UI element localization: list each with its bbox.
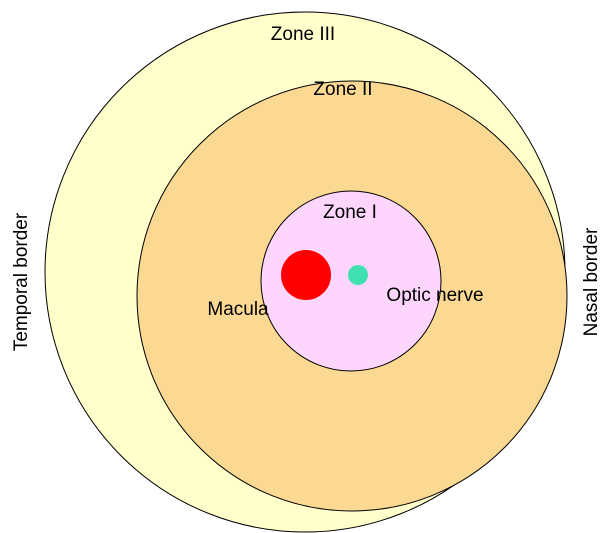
- landmark-label: Macula: [207, 299, 269, 320]
- zone-label: Zone III: [271, 24, 335, 45]
- landmark-label: Optic nerve: [386, 285, 483, 306]
- border-label: Temporal border: [11, 212, 32, 351]
- zone-label: Zone I: [323, 202, 377, 223]
- macula-dot: [281, 250, 331, 300]
- optic-nerve-dot: [348, 265, 368, 285]
- retina-zones-diagram: Zone III Zone II Zone I Macula Optic ner…: [0, 0, 603, 533]
- border-label: Nasal border: [581, 227, 602, 336]
- zone-label: Zone II: [313, 79, 372, 100]
